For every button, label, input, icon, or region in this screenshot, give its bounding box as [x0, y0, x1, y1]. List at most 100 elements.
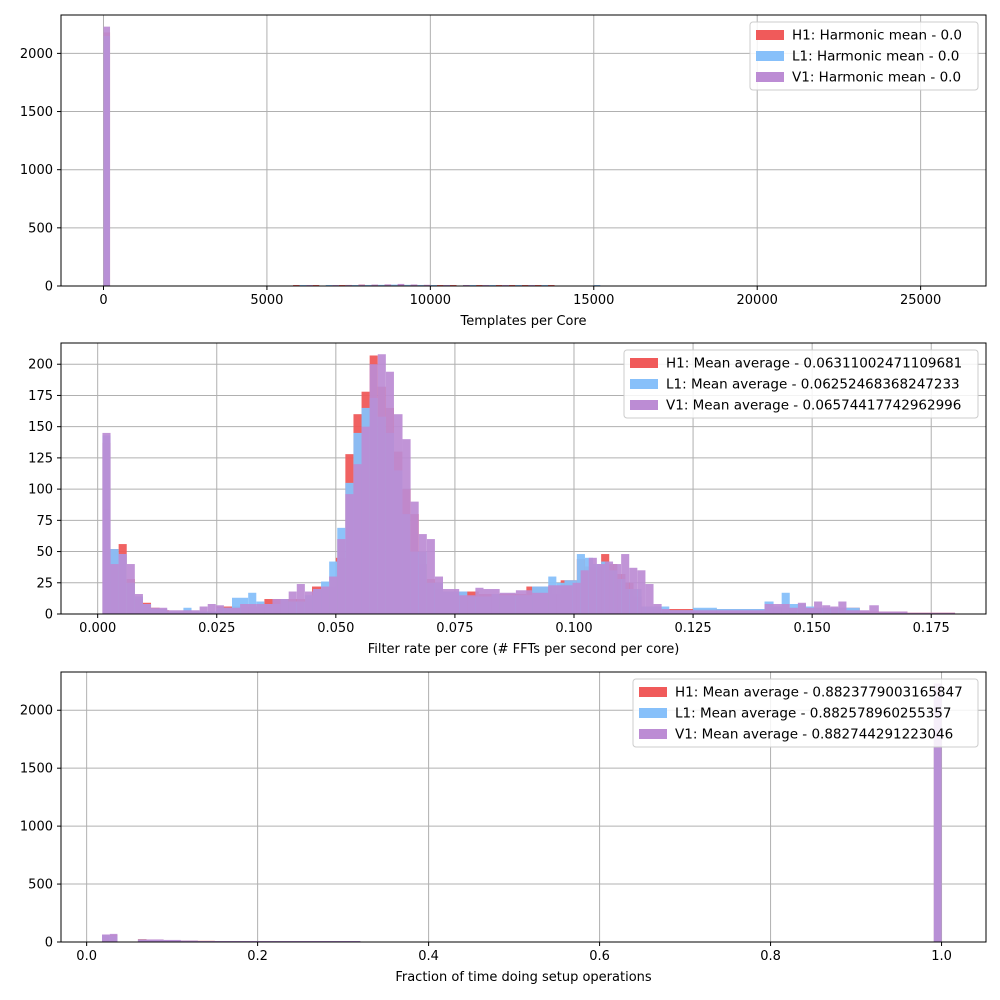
- histogram-bar: [410, 501, 419, 614]
- legend-swatch: [630, 379, 658, 389]
- histogram-bar: [391, 284, 398, 286]
- y-tick-label: 50: [36, 545, 53, 560]
- histogram-bar: [653, 604, 662, 614]
- histogram-bar: [402, 439, 411, 614]
- histogram-bar: [933, 683, 942, 942]
- histogram-bar: [417, 284, 424, 286]
- histogram-bar: [869, 605, 879, 614]
- legend-box: [623, 349, 979, 419]
- legend-entry-label: V1: Mean average - 0.882744291223046: [675, 727, 953, 743]
- legend-entry-label: L1: Harmonic mean - 0.0: [792, 49, 959, 65]
- legend-swatch: [639, 687, 667, 697]
- histogram-bar: [459, 595, 476, 614]
- histogram-bar: [764, 604, 790, 614]
- y-tick-label: 500: [28, 221, 53, 236]
- histogram-bar: [613, 564, 622, 614]
- histogram-bar: [661, 609, 670, 614]
- histogram-bar: [572, 582, 581, 614]
- y-tick-label: 200: [28, 358, 53, 373]
- x-tick-label: 0.125: [674, 621, 711, 636]
- histogram-bar: [109, 933, 118, 942]
- histogram-bar: [621, 554, 630, 614]
- plot-frame: [60, 342, 987, 615]
- x-tick-label: 5000: [250, 293, 283, 308]
- histogram-bar: [296, 584, 305, 614]
- axis-ticks: 0.000 0.025 0.050 0.075 0.100 0.125 0.150 0.175…: [28, 358, 950, 636]
- histogram-bar: [329, 576, 338, 614]
- histogram-bar: [443, 589, 460, 614]
- histogram-bar: [637, 570, 646, 614]
- y-tick-label: 0: [45, 280, 53, 295]
- legend-swatch: [630, 358, 658, 368]
- x-tick-label: 25000: [900, 293, 941, 308]
- histogram-bar: [137, 939, 147, 942]
- histogram-bar: [167, 610, 200, 614]
- histogram-bar: [423, 284, 431, 286]
- legend: H1: Mean average - 0.06311002471109681 L1…: [623, 349, 979, 419]
- histogram-bar: [629, 567, 638, 614]
- series-v1-bars: [102, 354, 956, 614]
- histogram-bar: [434, 576, 444, 614]
- legend-entry-label: V1: Harmonic mean - 0.0: [792, 70, 961, 86]
- axis-ticks: 0.0 0.2 0.4 0.6 0.8 1.0 0 500 1000 1500 2000: [20, 704, 952, 964]
- y-tick-label: 0: [45, 936, 53, 951]
- x-tick-label: 0.025: [198, 621, 235, 636]
- plot-frame: [60, 671, 987, 943]
- legend-swatch: [756, 51, 784, 61]
- histogram-bar: [378, 284, 385, 286]
- x-axis-label: Templates per Core: [459, 314, 586, 329]
- x-axis-label: Fraction of time doing setup operations: [395, 970, 652, 985]
- x-tick-label: 0.4: [418, 949, 439, 964]
- x-axis-label: Filter rate per core (# FFTs per second …: [368, 642, 680, 657]
- histogram-bar: [426, 539, 435, 614]
- histogram-bar: [385, 371, 394, 614]
- histogram-bar: [838, 601, 847, 614]
- axis-ticks: 0 5000 10000 15000 20000 25000 0 500 1000 1500 200…: [20, 47, 941, 308]
- legend: H1: Harmonic mean - 0.0 L1: Harmonic mean…: [749, 21, 979, 91]
- legend-entry-label: L1: Mean average - 0.882578960255357: [675, 706, 951, 722]
- histogram-bar: [393, 414, 403, 614]
- histogram-bar: [118, 554, 127, 614]
- histogram-bar: [110, 564, 119, 614]
- y-tick-label: 175: [28, 389, 53, 404]
- histogram-bar: [142, 604, 152, 614]
- x-tick-label: 0.075: [436, 621, 473, 636]
- legend-swatch: [756, 30, 784, 40]
- histogram-bar: [199, 606, 208, 614]
- x-tick-label: 1.0: [931, 949, 952, 964]
- panel-filter-rate: 0.000 0.025 0.050 0.075 0.100 0.125 0.150 0.175…: [28, 342, 987, 657]
- histogram-bar: [180, 940, 198, 942]
- histogram-bar: [781, 592, 790, 614]
- legend-entry-label: V1: Mean average - 0.06574417742962996: [666, 398, 961, 414]
- legend-entry-label: H1: Mean average - 0.06311002471109681: [666, 356, 962, 372]
- histogram-bar: [369, 364, 378, 614]
- x-tick-label: 0.000: [79, 621, 116, 636]
- histogram-bar: [384, 284, 392, 286]
- histogram-bar: [371, 284, 379, 286]
- histogram-bar: [669, 610, 765, 614]
- histogram-bar: [789, 607, 798, 614]
- histogram-bar: [353, 464, 362, 614]
- y-tick-label: 1500: [20, 105, 53, 120]
- legend-box: [632, 678, 979, 748]
- histogram-bar: [604, 561, 614, 614]
- y-tick-label: 500: [28, 878, 53, 893]
- y-tick-label: 25: [36, 576, 53, 591]
- histogram-bar: [797, 602, 806, 614]
- y-tick-label: 100: [28, 483, 53, 498]
- histogram-bar: [146, 939, 164, 942]
- legend-swatch: [639, 729, 667, 739]
- x-tick-label: 0.100: [555, 621, 592, 636]
- histogram-bar: [588, 557, 597, 614]
- histogram-bar: [223, 607, 241, 614]
- histogram-bar: [358, 284, 365, 286]
- histogram-bar: [364, 284, 372, 286]
- y-tick-label: 2000: [20, 47, 53, 62]
- histogram-bar: [404, 284, 411, 286]
- y-tick-label: 0: [45, 608, 53, 623]
- x-tick-label: 0.8: [760, 949, 781, 964]
- histogram-bar: [878, 611, 908, 614]
- histogram-bar: [410, 284, 418, 286]
